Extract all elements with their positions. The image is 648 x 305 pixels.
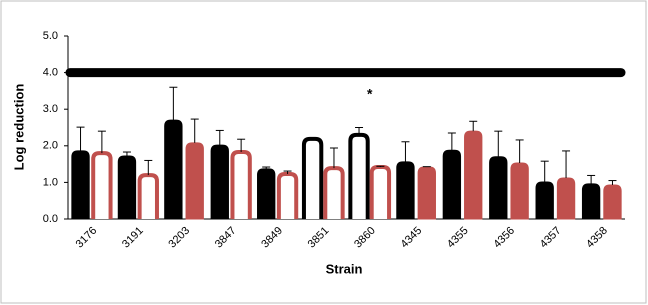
- y-tick-label: 3.0: [43, 103, 58, 115]
- annotation: *: [367, 85, 373, 101]
- bar: [442, 149, 462, 220]
- bar: [535, 181, 554, 220]
- y-tick-label: 5.0: [43, 30, 58, 42]
- y-tick-label: 1.0: [43, 176, 58, 188]
- bar: [210, 144, 229, 220]
- bar: [417, 166, 436, 220]
- bar: [301, 136, 324, 219]
- bar: [117, 155, 137, 220]
- bar: [348, 132, 370, 219]
- y-tick-label: 2.0: [43, 140, 58, 152]
- bar: [603, 184, 622, 220]
- bar: [323, 166, 345, 219]
- bar: [556, 177, 576, 220]
- y-tick-label: 4.0: [43, 67, 58, 79]
- bar: [230, 150, 252, 219]
- y-tick-label: 0.0: [43, 213, 58, 225]
- bar: [91, 151, 113, 219]
- bar: [510, 162, 529, 220]
- y-axis-title: Log reduction: [11, 84, 26, 171]
- bar: [489, 156, 508, 220]
- x-axis-title: Strain: [326, 261, 363, 276]
- bar: [164, 119, 183, 220]
- bar: [137, 173, 159, 219]
- bar: [71, 150, 90, 220]
- bar: [185, 142, 204, 220]
- bar: [276, 171, 299, 219]
- bar: [257, 168, 276, 220]
- bar: [581, 183, 601, 220]
- bar: [396, 161, 415, 220]
- bar: [464, 130, 483, 220]
- bar: [369, 165, 392, 219]
